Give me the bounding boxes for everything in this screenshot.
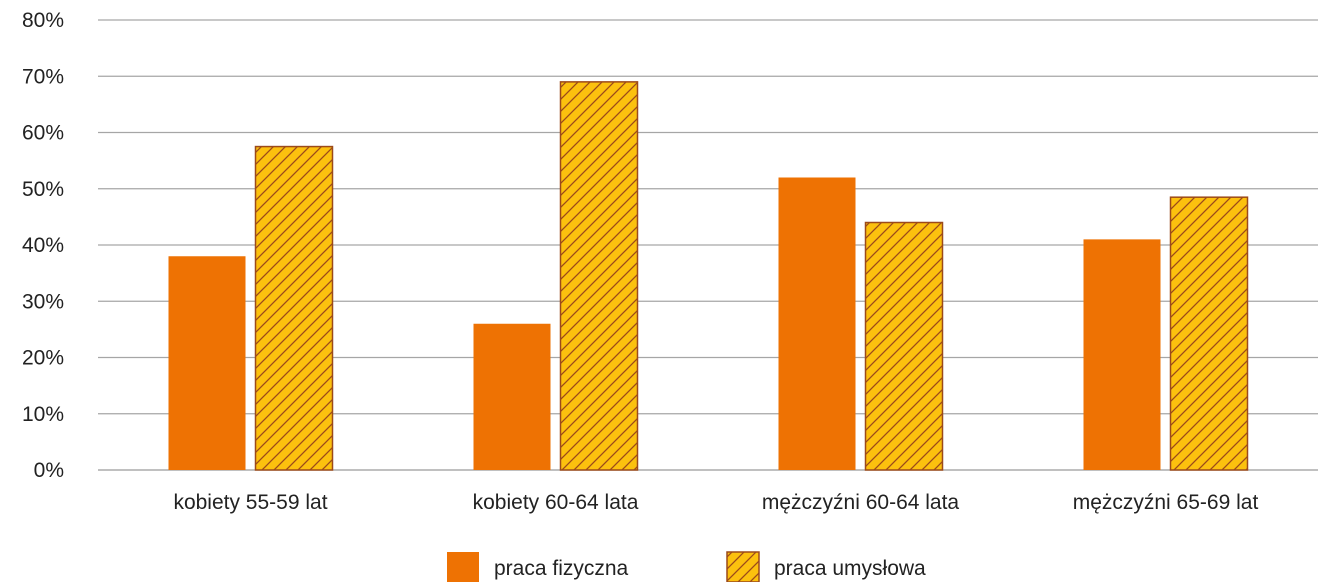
bar-praca-umyslowa (864, 221, 944, 471)
y-tick-label: 20% (22, 347, 64, 370)
y-tick-label: 80% (22, 9, 64, 32)
bar-praca-fizyczna (168, 256, 246, 470)
y-tick-label: 60% (22, 122, 64, 145)
legend-label: praca umysłowa (774, 557, 926, 580)
legend-swatch (447, 552, 479, 582)
y-tick-label: 50% (22, 178, 64, 201)
bar-praca-fizyczna (1083, 239, 1161, 470)
x-axis-categories: kobiety 55-59 lat kobiety 60-64 lata mężcz… (173, 491, 1258, 514)
bar-praca-fizyczna (473, 323, 551, 470)
y-tick-label: 30% (22, 290, 64, 313)
x-category-label: kobiety 60-64 lata (473, 491, 639, 514)
bar-praca-umyslowa (254, 145, 334, 471)
y-tick-label: 40% (22, 234, 64, 257)
bars (168, 81, 1249, 471)
y-tick-label: 10% (22, 403, 64, 426)
y-axis-ticks: 0% 10% 20% 30% 40% 50% 60% 70% 80% (22, 9, 64, 482)
legend: praca fizyczna praca umysłowa (447, 551, 926, 582)
bar-praca-umyslowa (559, 81, 639, 471)
x-category-label: mężczyźni 60-64 lata (762, 491, 960, 514)
y-tick-label: 0% (34, 459, 64, 482)
x-category-label: kobiety 55-59 lat (173, 491, 327, 514)
bar-praca-umyslowa (1169, 196, 1249, 471)
legend-label: praca fizyczna (494, 557, 629, 580)
legend-swatch (726, 551, 760, 582)
bar-praca-fizyczna (778, 177, 856, 470)
y-tick-label: 70% (22, 65, 64, 88)
x-category-label: mężczyźni 65-69 lat (1073, 491, 1259, 514)
